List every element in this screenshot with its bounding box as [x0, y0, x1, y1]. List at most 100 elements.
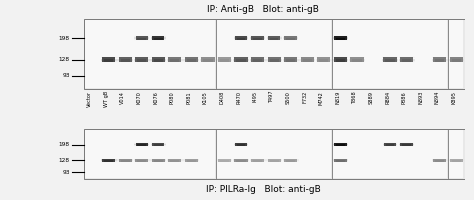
- Bar: [237, 59, 246, 62]
- Text: 198: 198: [59, 36, 70, 41]
- Bar: [250, 40, 265, 41]
- Bar: [134, 144, 149, 145]
- Bar: [100, 60, 117, 61]
- Bar: [167, 55, 183, 56]
- Text: I495: I495: [253, 91, 257, 102]
- Bar: [154, 160, 163, 162]
- Bar: [283, 57, 299, 58]
- Bar: [137, 59, 146, 62]
- Bar: [217, 162, 232, 163]
- Bar: [234, 37, 248, 38]
- Text: K105: K105: [203, 91, 208, 104]
- Bar: [170, 160, 180, 162]
- Text: T868: T868: [352, 91, 357, 104]
- Bar: [102, 159, 115, 162]
- Bar: [299, 60, 315, 61]
- Bar: [250, 161, 265, 162]
- Bar: [266, 56, 282, 57]
- Bar: [336, 144, 345, 146]
- Bar: [218, 57, 231, 62]
- Bar: [151, 37, 166, 38]
- Bar: [117, 162, 133, 163]
- Bar: [283, 40, 298, 41]
- Bar: [151, 146, 166, 147]
- Bar: [448, 60, 464, 61]
- Bar: [250, 39, 265, 40]
- Bar: [237, 144, 246, 146]
- Bar: [402, 144, 411, 146]
- Bar: [383, 142, 398, 143]
- Bar: [448, 57, 464, 58]
- Bar: [332, 62, 348, 63]
- Bar: [250, 163, 265, 164]
- Bar: [266, 57, 282, 58]
- Bar: [270, 59, 279, 62]
- Bar: [117, 61, 133, 62]
- Bar: [334, 36, 346, 40]
- Bar: [400, 57, 413, 62]
- Bar: [283, 160, 299, 161]
- Bar: [432, 56, 447, 57]
- Bar: [284, 36, 297, 40]
- Bar: [332, 160, 348, 161]
- Bar: [399, 56, 415, 57]
- Bar: [299, 56, 315, 57]
- Bar: [150, 57, 166, 58]
- Bar: [317, 57, 330, 62]
- Bar: [134, 63, 150, 64]
- Bar: [117, 159, 133, 160]
- Bar: [283, 35, 298, 36]
- Bar: [333, 36, 348, 37]
- Bar: [382, 59, 398, 60]
- Bar: [333, 40, 348, 41]
- Bar: [151, 38, 166, 39]
- Bar: [233, 160, 249, 161]
- Bar: [283, 159, 299, 160]
- Bar: [217, 55, 232, 56]
- Bar: [134, 34, 149, 35]
- Bar: [448, 161, 464, 162]
- Text: D408: D408: [219, 91, 225, 104]
- Bar: [234, 40, 248, 41]
- Bar: [134, 55, 150, 56]
- Bar: [283, 56, 299, 57]
- Bar: [117, 160, 133, 161]
- Bar: [432, 59, 447, 60]
- Bar: [234, 144, 248, 145]
- Text: K070: K070: [137, 91, 142, 104]
- Bar: [233, 61, 249, 62]
- Bar: [283, 34, 298, 35]
- Bar: [283, 36, 298, 37]
- Bar: [100, 55, 117, 56]
- Bar: [266, 160, 282, 161]
- Bar: [234, 146, 248, 147]
- Bar: [336, 160, 345, 162]
- Bar: [118, 57, 132, 62]
- Bar: [233, 55, 249, 56]
- Bar: [201, 57, 215, 62]
- Bar: [120, 59, 130, 62]
- Bar: [134, 40, 149, 41]
- Bar: [233, 163, 249, 164]
- Bar: [150, 159, 166, 160]
- Bar: [117, 57, 133, 58]
- Bar: [332, 57, 348, 58]
- Bar: [167, 161, 183, 162]
- Bar: [220, 160, 229, 162]
- Bar: [333, 37, 348, 38]
- Bar: [448, 56, 464, 57]
- Bar: [183, 59, 200, 60]
- Bar: [283, 59, 299, 60]
- Bar: [352, 59, 362, 62]
- Bar: [267, 159, 281, 162]
- Bar: [250, 57, 265, 58]
- Bar: [150, 63, 166, 64]
- Bar: [283, 41, 298, 42]
- Bar: [200, 55, 216, 56]
- Bar: [383, 145, 398, 146]
- Text: N893: N893: [418, 91, 423, 104]
- Bar: [316, 55, 332, 56]
- Bar: [386, 144, 394, 146]
- Bar: [100, 160, 117, 161]
- Bar: [301, 57, 314, 62]
